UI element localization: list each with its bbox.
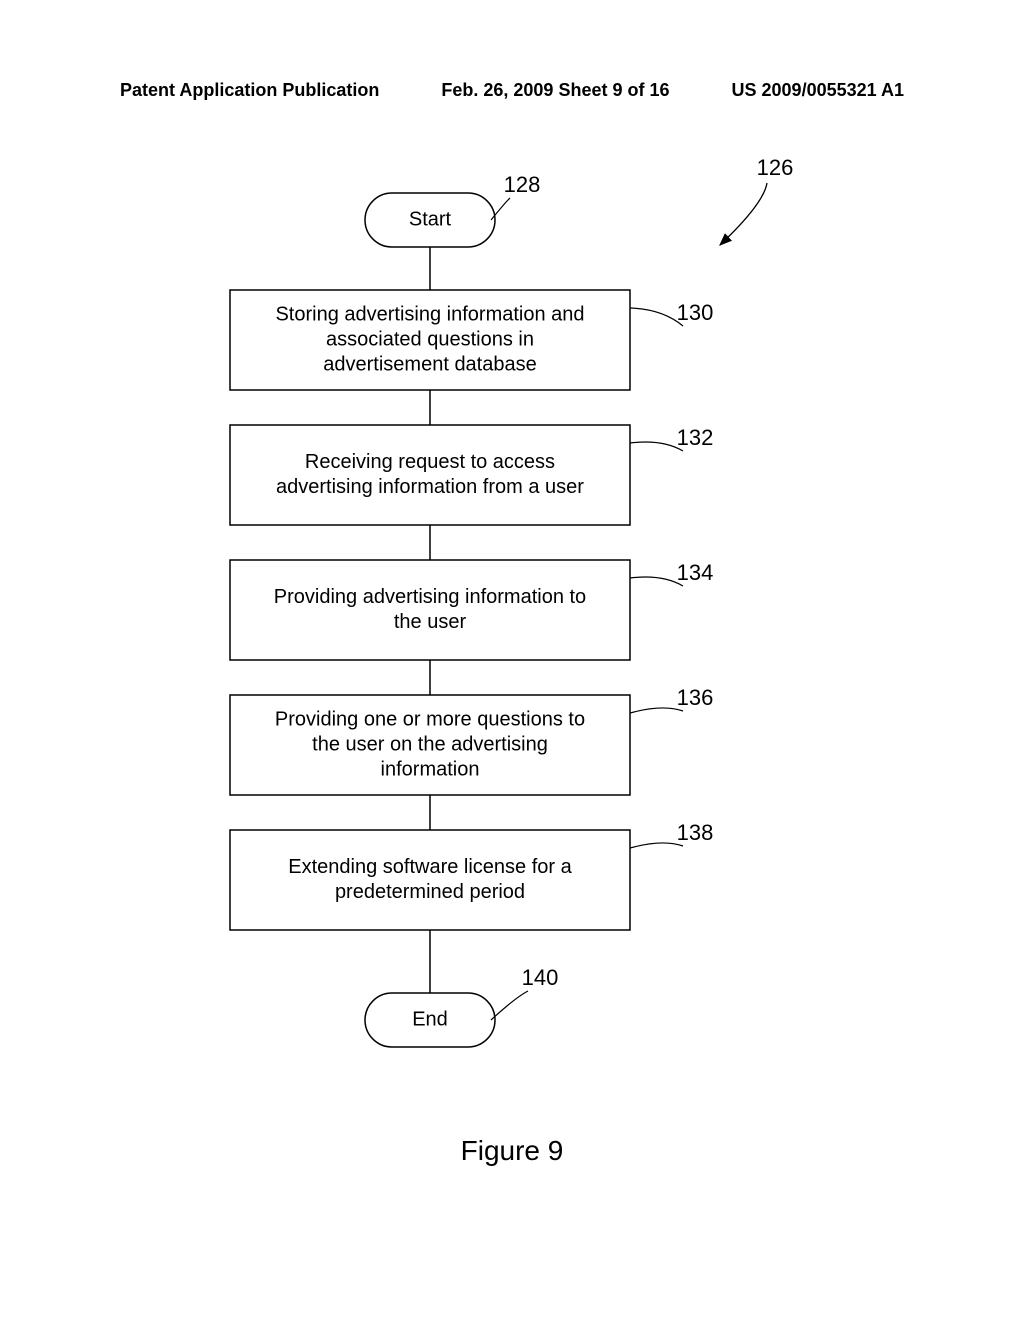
svg-text:End: End xyxy=(412,1008,448,1030)
svg-text:predetermined period: predetermined period xyxy=(335,881,525,903)
figure-caption: Figure 9 xyxy=(0,1135,1024,1167)
header-right: US 2009/0055321 A1 xyxy=(732,80,904,101)
svg-text:126: 126 xyxy=(757,155,794,180)
header-center: Feb. 26, 2009 Sheet 9 of 16 xyxy=(441,80,669,101)
svg-text:information: information xyxy=(381,758,480,780)
svg-text:Providing one or more question: Providing one or more questions to xyxy=(275,708,585,730)
svg-text:138: 138 xyxy=(677,820,714,845)
svg-text:Storing advertising informatio: Storing advertising information and xyxy=(275,303,584,325)
svg-text:associated questions in: associated questions in xyxy=(326,328,534,350)
header-left: Patent Application Publication xyxy=(120,80,379,101)
svg-text:140: 140 xyxy=(522,965,559,990)
svg-text:130: 130 xyxy=(677,300,714,325)
svg-text:the user on the advertising: the user on the advertising xyxy=(312,733,548,755)
svg-text:Start: Start xyxy=(409,208,452,230)
svg-text:advertisement database: advertisement database xyxy=(323,353,536,375)
svg-text:134: 134 xyxy=(677,560,714,585)
page-header: Patent Application Publication Feb. 26, … xyxy=(0,80,1024,101)
svg-text:128: 128 xyxy=(504,172,541,197)
svg-text:Receiving request to access: Receiving request to access xyxy=(305,451,555,473)
svg-text:Providing advertising informat: Providing advertising information to xyxy=(274,586,586,608)
svg-text:advertising information from a: advertising information from a user xyxy=(276,476,584,498)
svg-text:132: 132 xyxy=(677,425,714,450)
svg-text:Extending software license for: Extending software license for a xyxy=(288,856,572,878)
svg-text:the user: the user xyxy=(394,611,467,633)
svg-text:136: 136 xyxy=(677,685,714,710)
flowchart: Start 128 Storing advertising information … xyxy=(0,150,1024,1150)
